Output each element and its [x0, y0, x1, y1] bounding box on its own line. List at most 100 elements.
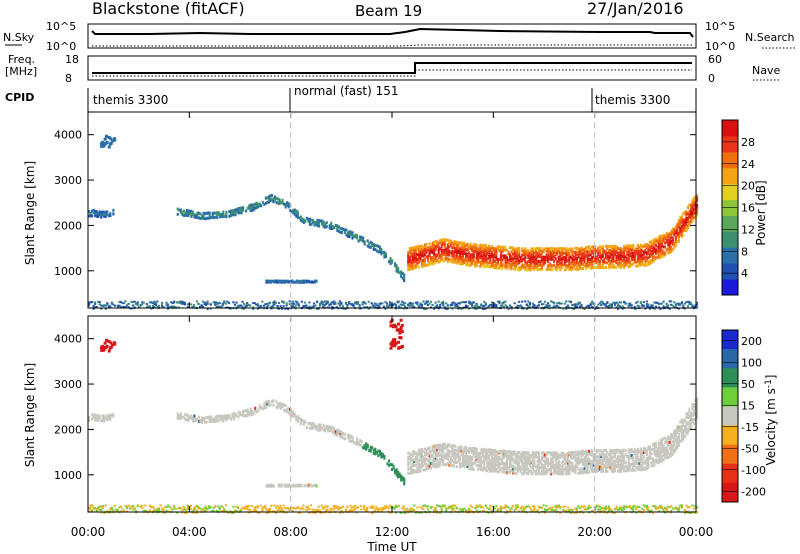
power-cell — [399, 303, 402, 306]
power-cell — [449, 239, 452, 243]
velocity-cell — [299, 419, 302, 423]
power-cell — [442, 251, 445, 255]
power-cell — [510, 255, 513, 259]
velocity-cell — [292, 414, 295, 418]
velocity-cell — [92, 507, 95, 510]
power-cell — [118, 304, 121, 307]
power-cell — [340, 227, 343, 231]
velocity-cell — [309, 483, 312, 487]
power-cell — [636, 251, 639, 255]
power-cell — [650, 246, 653, 250]
power-cell — [629, 260, 632, 264]
velocity-cell — [664, 449, 667, 453]
power-cell — [674, 231, 677, 235]
power-cell — [589, 249, 592, 253]
power-cell — [544, 247, 547, 251]
velocity-cell — [553, 455, 556, 459]
velocity-cell — [187, 418, 190, 422]
power-cell — [380, 247, 383, 251]
power-cell — [559, 302, 562, 305]
velocity-cell — [463, 458, 466, 462]
velocity-cell — [692, 409, 696, 413]
velocity-cell — [327, 427, 330, 431]
velocity-cell — [664, 436, 667, 440]
velocity-cell — [665, 440, 668, 444]
power-cell — [436, 304, 439, 307]
velocity-cell — [296, 419, 299, 423]
velocity-cell — [680, 435, 683, 439]
velocity-cell — [419, 463, 422, 467]
power-cell — [443, 306, 446, 309]
power-cell — [671, 227, 674, 231]
power-cell — [696, 213, 699, 217]
power-cell — [94, 306, 97, 309]
velocity-cell — [452, 460, 455, 464]
velocity-cell — [237, 415, 240, 419]
velocity-cell — [299, 417, 302, 421]
power-cell — [615, 259, 618, 263]
power-cell — [610, 265, 613, 269]
power-cell — [310, 280, 314, 284]
power-cell — [615, 251, 618, 255]
power-cell — [170, 305, 173, 308]
velocity-cell — [191, 510, 194, 513]
velocity-cell — [671, 443, 674, 447]
power-cell — [677, 233, 680, 237]
power-cell — [524, 256, 527, 260]
power-cell — [613, 302, 617, 305]
power-cell — [586, 262, 589, 266]
velocity-cell — [603, 465, 606, 469]
power-cell — [400, 274, 403, 278]
velocity-cell — [466, 459, 469, 463]
power-cell — [540, 255, 544, 259]
velocity-cell — [583, 464, 586, 468]
velocity-cell — [548, 451, 551, 455]
power-cell — [651, 259, 655, 263]
power-cell — [550, 257, 553, 261]
velocity-cell — [460, 464, 463, 468]
velocity-cell — [636, 467, 639, 471]
velocity-cell — [478, 454, 481, 458]
velocity-cell — [192, 508, 195, 511]
velocity-cell — [328, 428, 331, 432]
velocity-cell — [542, 455, 545, 459]
velocity-cell — [524, 455, 527, 459]
power-cell — [103, 304, 106, 307]
velocity-cell — [374, 449, 377, 453]
velocity-cell — [255, 505, 258, 508]
velocity-cell — [413, 469, 416, 473]
power-cell — [512, 261, 515, 265]
velocity-cell — [398, 472, 401, 476]
velocity-cell — [228, 415, 231, 419]
power-cell — [653, 243, 656, 247]
power-cell — [436, 306, 439, 309]
power-cell — [638, 252, 641, 256]
velocity-cell — [451, 464, 454, 468]
power-cell — [261, 200, 264, 204]
power-cell — [434, 305, 437, 308]
power-cell — [439, 259, 442, 263]
power-cell — [351, 231, 354, 235]
velocity-cell — [569, 461, 572, 465]
velocity-cell — [578, 458, 582, 462]
noise-right-label: N.Search — [745, 31, 795, 44]
velocity-cell — [553, 453, 556, 457]
velocity-cell — [151, 505, 154, 508]
power-cell — [583, 247, 586, 251]
velocity-cell — [205, 510, 208, 513]
velocity-cell — [522, 451, 525, 455]
power-cell — [536, 261, 539, 265]
power-cell — [458, 257, 461, 261]
power-cell — [489, 252, 492, 256]
power-cell — [656, 245, 659, 249]
velocity-cell — [551, 453, 554, 457]
power-cell — [322, 301, 325, 304]
velocity-cell — [481, 448, 484, 452]
power-cell — [217, 211, 220, 215]
power-cell — [411, 262, 414, 266]
power-cell — [670, 247, 673, 251]
velocity-cell — [107, 414, 110, 418]
velocity-cell — [534, 451, 537, 455]
power-cell — [302, 221, 305, 225]
